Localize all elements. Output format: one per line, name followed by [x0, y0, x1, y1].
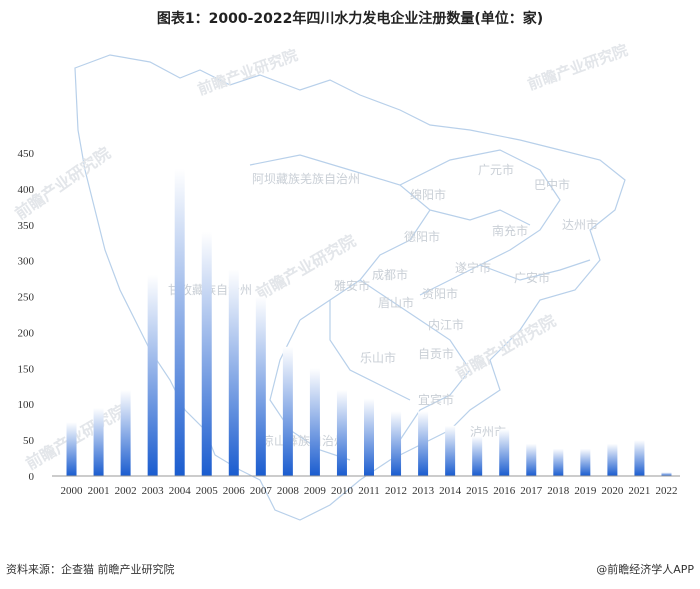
- bar-2010: [336, 389, 347, 476]
- bar-2003: [147, 275, 158, 476]
- map-label: 遂宁市: [455, 260, 491, 275]
- bar-2009: [309, 368, 320, 476]
- x-tick-label: 2016: [493, 485, 516, 497]
- map-label: 宜宾市: [418, 392, 454, 407]
- x-tick-label: 2003: [142, 485, 165, 497]
- map-label: 自贡市: [418, 346, 454, 361]
- watermark-layer: 前瞻产业研究院前瞻产业研究院前瞻产业研究院前瞻产业研究院前瞻产业研究院前瞻产业研…: [11, 41, 630, 474]
- bar-2007: [255, 296, 266, 476]
- x-tick-label: 2015: [466, 485, 489, 497]
- y-tick-label: 300: [18, 256, 35, 268]
- bar-2019: [580, 448, 591, 476]
- watermark-text: 前瞻产业研究院: [453, 311, 560, 383]
- bar-2016: [499, 429, 510, 476]
- y-tick-label: 150: [18, 363, 35, 375]
- x-tick-label: 2013: [412, 485, 435, 497]
- bar-2021: [634, 440, 645, 476]
- x-tick-label: 2014: [439, 485, 462, 497]
- bar-2022: [661, 472, 672, 476]
- bar-2005: [201, 231, 212, 476]
- map-label: 资阳市: [422, 286, 458, 301]
- map-label: 泸州市: [470, 424, 506, 439]
- y-axis: 0 50 100 150 200 250 300 350 400 450: [18, 148, 35, 483]
- x-tick-label: 2008: [277, 485, 300, 497]
- map-label: 成都市: [372, 267, 408, 282]
- bar-series: [66, 168, 672, 476]
- x-tick-label: 2021: [628, 485, 650, 497]
- brand-note: @前瞻经济学人APP: [596, 563, 694, 576]
- map-label: 达州市: [562, 217, 598, 232]
- x-tick-label: 2012: [385, 485, 407, 497]
- bar-2015: [472, 436, 483, 476]
- bar-2014: [445, 425, 456, 476]
- bar-2012: [391, 411, 402, 476]
- x-tick-label: 2004: [169, 485, 192, 497]
- map-labels: 阿坝藏族羌族自治州广元市巴中市绵阳市达州市南充市德阳市成都市遂宁市广安市甘孜藏族…: [168, 162, 598, 448]
- sichuan-map-outline: [74, 54, 626, 521]
- x-tick-label: 2010: [331, 485, 354, 497]
- bar-2000: [66, 422, 77, 476]
- x-tick-label: 2000: [61, 485, 84, 497]
- map-label: 广元市: [478, 162, 514, 177]
- x-tick-label: 2018: [547, 485, 570, 497]
- x-tick-label: 2009: [304, 485, 327, 497]
- map-label: 南充市: [492, 223, 528, 238]
- map-label: 德阳市: [404, 229, 440, 244]
- map-label: 阿坝藏族羌族自治州: [252, 172, 360, 186]
- x-tick-label: 2002: [115, 485, 137, 497]
- y-tick-label: 200: [18, 327, 35, 339]
- map-label: 雅安市: [334, 278, 370, 293]
- watermark-text: 前瞻产业研究院: [195, 46, 300, 99]
- x-tick-label: 2017: [520, 485, 543, 497]
- map-label: 内江市: [428, 317, 464, 332]
- bar-2001: [93, 407, 104, 476]
- bar-2013: [418, 411, 429, 476]
- bar-2020: [607, 443, 618, 476]
- y-tick-label: 0: [29, 471, 35, 483]
- map-label: 眉山市: [378, 295, 414, 310]
- bar-2011: [364, 398, 374, 476]
- x-tick-label: 2006: [223, 485, 246, 497]
- bar-2008: [282, 346, 293, 476]
- y-tick-label: 450: [18, 148, 35, 160]
- bar-2018: [553, 448, 564, 476]
- x-axis: 2000 2001 2002 2003 2004 2005 2006 2007 2008 2009…: [61, 485, 678, 497]
- bar-2004: [174, 168, 185, 476]
- x-tick-label: 2001: [88, 485, 110, 497]
- x-tick-label: 2007: [250, 485, 273, 497]
- map-label: 凉山彝族自治州: [262, 433, 346, 448]
- bar-2017: [526, 443, 537, 476]
- map-label: 巴中市: [534, 177, 570, 192]
- map-label: 乐山市: [360, 350, 396, 365]
- watermark-text: 前瞻产业研究院: [525, 41, 630, 94]
- source-note: 资料来源：企查猫 前瞻产业研究院: [6, 563, 175, 576]
- y-tick-label: 100: [18, 399, 35, 411]
- y-tick-label: 250: [18, 292, 35, 304]
- x-tick-label: 2005: [196, 485, 219, 497]
- map-label: 广安市: [514, 270, 550, 285]
- y-tick-label: 350: [18, 220, 35, 232]
- chart-title: 图表1：2000-2022年四川水力发电企业注册数量(单位：家): [156, 11, 544, 27]
- bar-2006: [228, 269, 239, 476]
- x-tick-label: 2020: [601, 485, 624, 497]
- x-tick-label: 2011: [358, 485, 380, 497]
- bar-2002: [120, 389, 131, 476]
- y-tick-label: 50: [23, 435, 35, 447]
- map-label: 绵阳市: [410, 187, 446, 202]
- y-tick-label: 400: [18, 184, 35, 196]
- x-tick-label: 2022: [655, 485, 677, 497]
- x-tick-label: 2019: [574, 485, 597, 497]
